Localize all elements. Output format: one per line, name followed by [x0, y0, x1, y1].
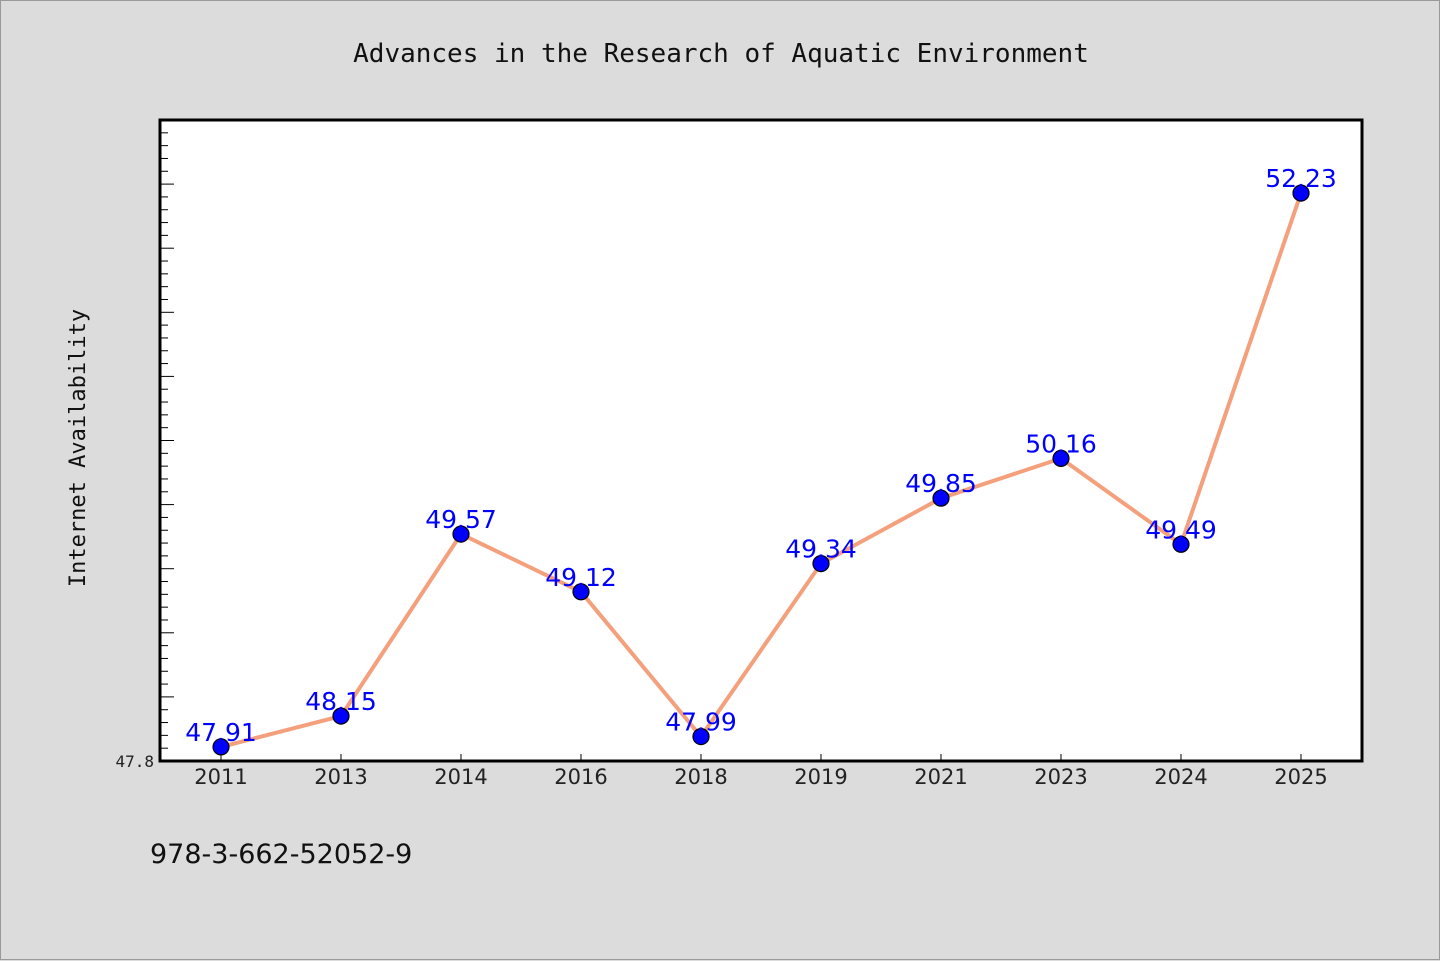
x-tick-label: 2014	[434, 765, 487, 789]
data-labels: 47.91 48.15 49.57 49.12 47.99 49.34 49.85 50.16…	[185, 164, 1337, 747]
x-tick-label: 2018	[674, 765, 727, 789]
data-point	[1292, 184, 1310, 202]
plot-area	[158, 118, 1364, 763]
data-label: 50.16	[1025, 429, 1097, 458]
data-label: 49.57	[425, 505, 497, 534]
y-tick-label: 47.8	[115, 752, 154, 771]
y-axis-label: Internet Availability	[66, 309, 91, 587]
data-label: 47.91	[185, 718, 257, 747]
y-axis-ticks	[160, 119, 174, 762]
x-tick-label: 2011	[194, 765, 247, 789]
x-tick-label: 2021	[914, 765, 967, 789]
data-label: 48.15	[305, 687, 377, 716]
data-point	[692, 727, 710, 746]
chart-title: Advances in the Research of Aquatic Envi…	[353, 39, 1089, 69]
data-point	[332, 707, 350, 725]
data-label: 52.23	[1265, 164, 1337, 193]
data-point	[932, 489, 950, 507]
data-label: 47.99	[665, 708, 737, 737]
x-tick-label: 2023	[1034, 765, 1087, 789]
data-point	[212, 738, 230, 756]
data-label: 49.12	[545, 563, 617, 592]
series-markers	[212, 184, 1310, 756]
data-point	[1052, 449, 1070, 467]
x-axis-ticks: 2011 2013 2014 2016 2018 2019 2021 2023 2024 2025	[194, 754, 1328, 789]
data-point	[452, 525, 470, 543]
data-label: 49.34	[785, 535, 857, 564]
series-line	[220, 192, 1303, 749]
x-tick-label: 2013	[314, 765, 367, 789]
x-tick-label: 2016	[554, 765, 607, 789]
x-tick-label: 2025	[1274, 765, 1327, 789]
data-point	[812, 554, 830, 573]
footnote-isbn: 978-3-662-52052-9	[150, 839, 412, 870]
data-label: 49.85	[905, 469, 977, 498]
x-tick-label: 2019	[794, 765, 847, 789]
data-point	[1172, 535, 1190, 553]
x-tick-label: 2024	[1154, 765, 1207, 789]
data-point	[572, 583, 590, 601]
data-label: 49.49	[1145, 515, 1217, 544]
